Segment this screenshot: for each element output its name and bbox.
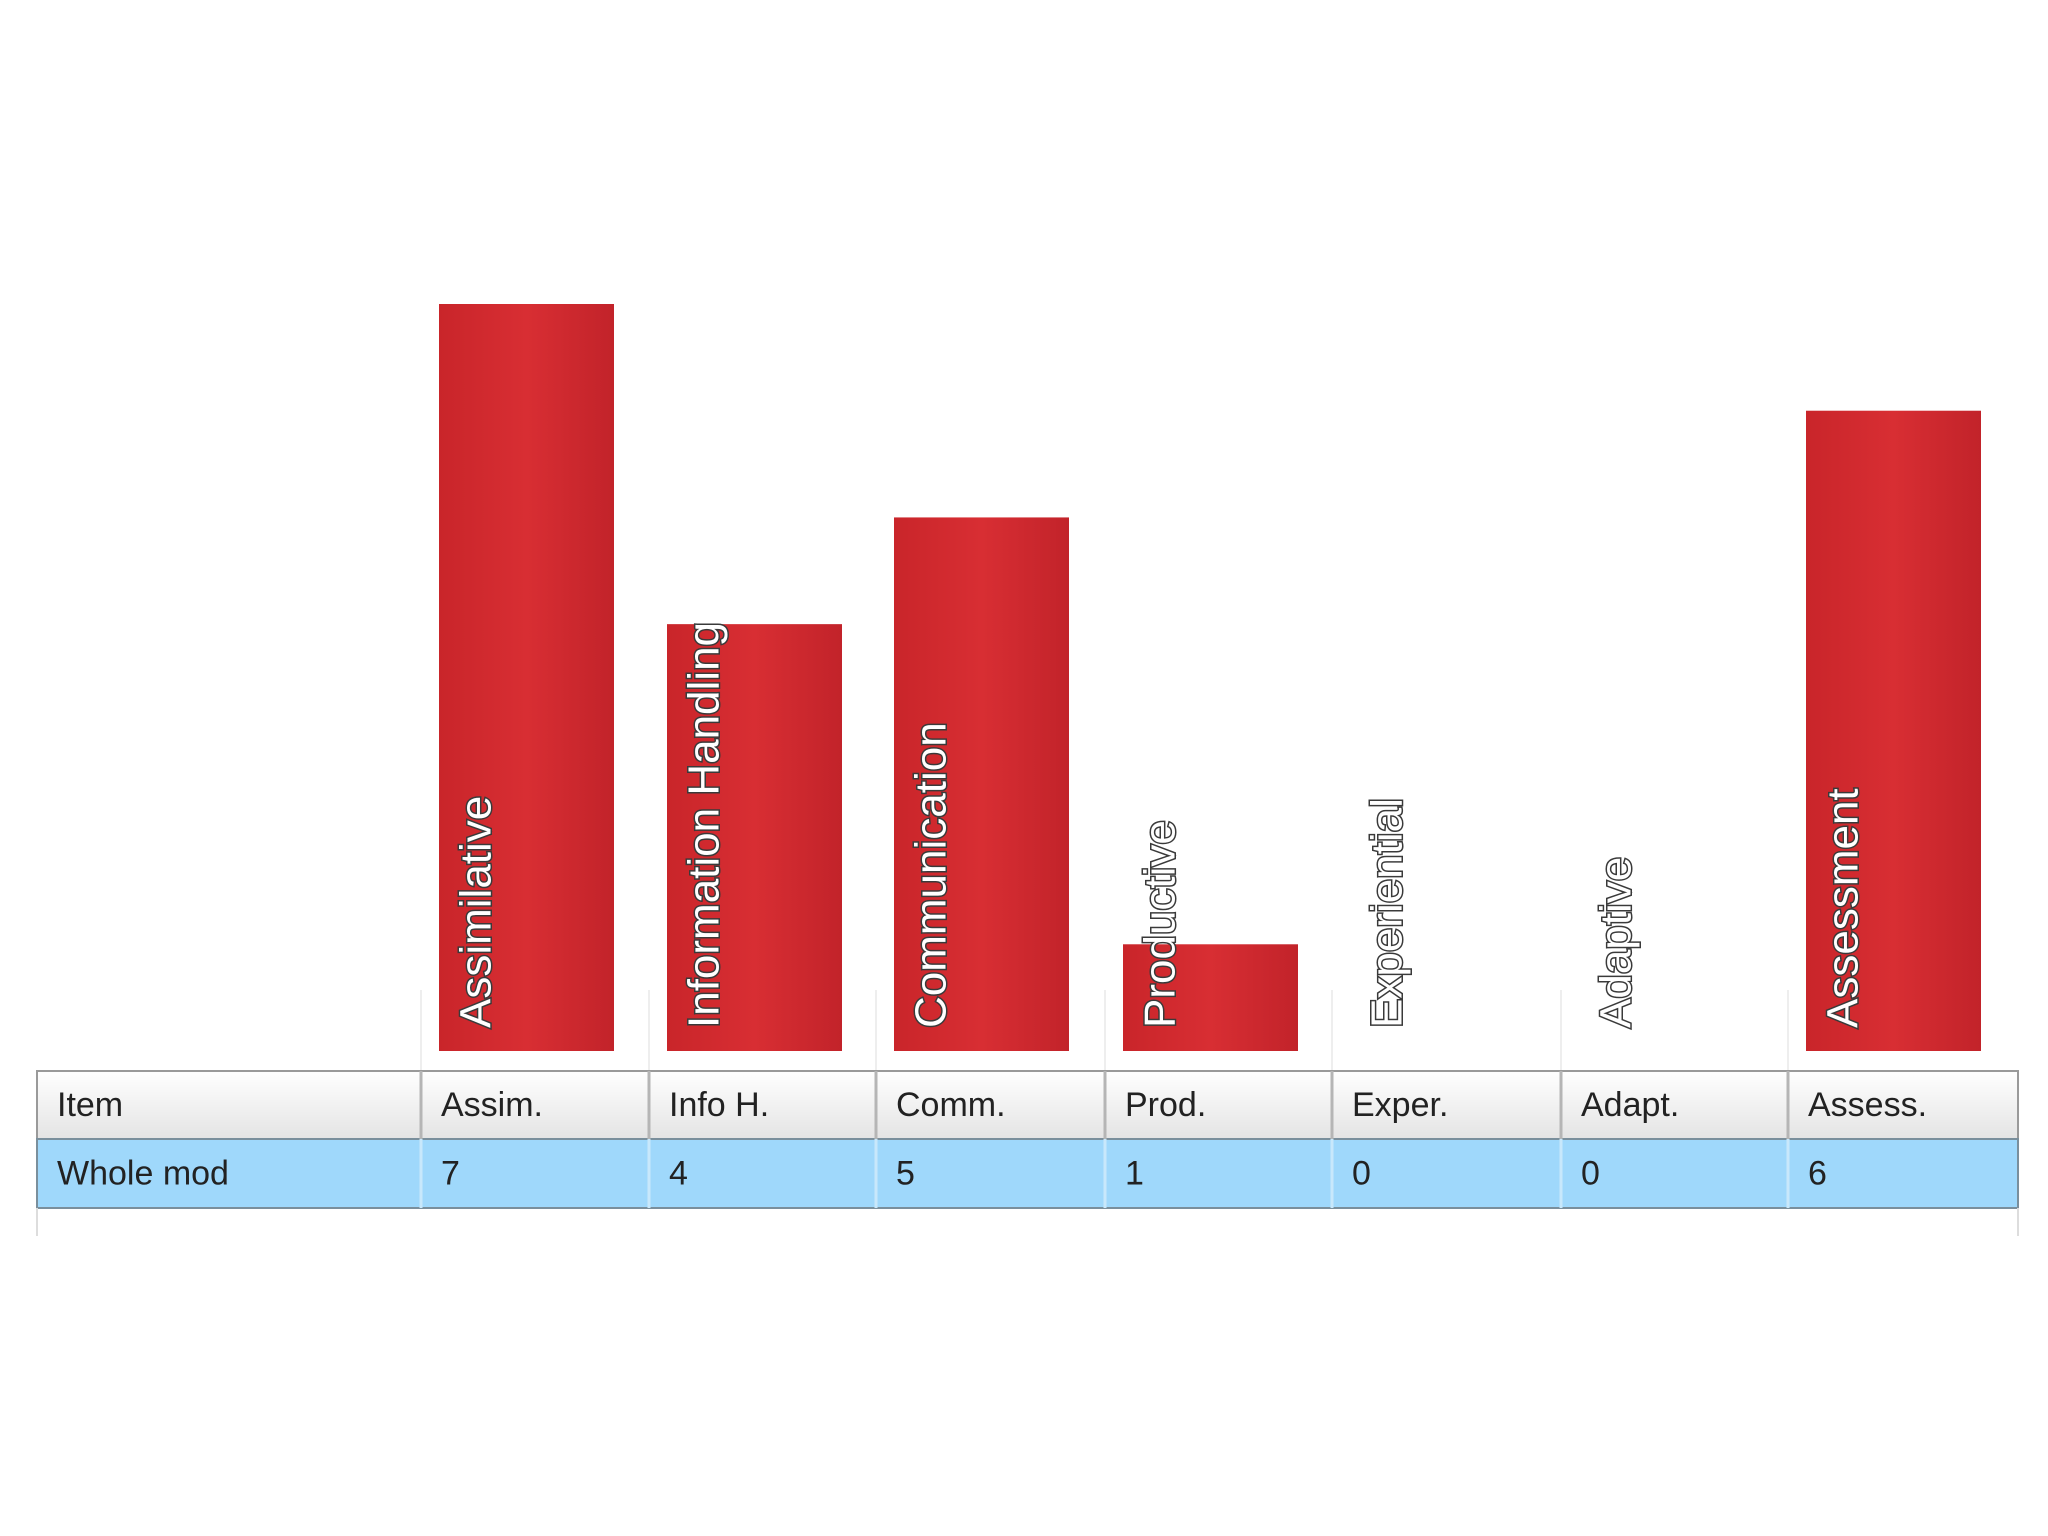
bar	[439, 304, 614, 1051]
bar	[1806, 410, 1981, 1051]
bar-label: Adaptive	[1592, 857, 1641, 1028]
header-cell: Adapt.	[1581, 1086, 1679, 1124]
bar	[667, 624, 842, 1051]
row-cell: 1	[1125, 1154, 1144, 1192]
bar	[1123, 944, 1298, 1051]
header-cell: Info H.	[669, 1086, 769, 1124]
bar	[894, 517, 1069, 1051]
row-cell: 7	[441, 1154, 460, 1192]
row-label: Whole mod	[57, 1154, 229, 1192]
bar-label: Experiential	[1363, 798, 1412, 1028]
row-cell: 5	[896, 1154, 915, 1192]
header-cell: Prod.	[1125, 1086, 1206, 1124]
bar-label: Communication	[907, 722, 956, 1028]
row-cell: 0	[1581, 1154, 1600, 1192]
header-cell: Exper.	[1352, 1086, 1448, 1124]
bar-label: Assimilative	[452, 796, 501, 1028]
row-cell: 6	[1808, 1154, 1827, 1192]
bar-label: Information Handling	[680, 622, 729, 1028]
bar-label: Productive	[1136, 820, 1185, 1028]
table-header	[36, 1070, 2019, 1140]
bar-label: Assessment	[1819, 788, 1868, 1028]
table-row	[36, 1138, 2019, 1209]
header-cell: Assess.	[1808, 1086, 1927, 1124]
header-cell: Comm.	[896, 1086, 1006, 1124]
header-cell: Item	[57, 1086, 123, 1124]
row-cell: 0	[1352, 1154, 1371, 1192]
header-cell: Assim.	[441, 1086, 543, 1124]
row-cell: 4	[669, 1154, 688, 1192]
